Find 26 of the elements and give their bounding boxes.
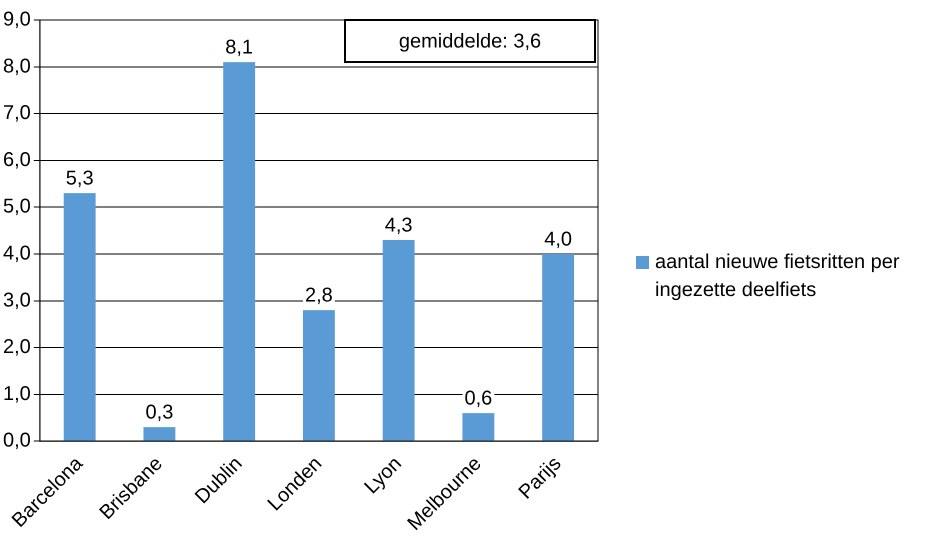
bar	[542, 254, 574, 441]
data-label: 0,6	[464, 388, 492, 410]
y-tick-label: 8,0	[2, 55, 31, 78]
y-tick-label: 4,0	[2, 242, 31, 265]
bar	[462, 413, 494, 441]
y-tick-label: 6,0	[2, 148, 31, 171]
y-tick-label: 3,0	[2, 289, 31, 312]
data-label: 8,1	[225, 36, 254, 59]
y-tick-label: 2,0	[2, 336, 31, 358]
data-label: 4,3	[384, 214, 413, 236]
data-label: 2,8	[304, 284, 333, 307]
bar	[143, 427, 176, 441]
data-label: 0,3	[146, 402, 174, 424]
y-tick-label: 5,0	[2, 196, 31, 218]
legend-label: aantal nieuwe fietsritten per ingezette deelfiets	[655, 250, 901, 303]
y-tick-label: 7,0	[2, 102, 31, 124]
bar	[302, 310, 335, 441]
y-tick-label: 0,0	[2, 430, 31, 452]
data-label: 5,3	[66, 168, 94, 190]
bar	[382, 240, 415, 441]
data-label: 4,0	[544, 228, 572, 251]
bar	[64, 193, 96, 441]
y-tick-label: 9,0	[2, 8, 31, 31]
bar	[223, 62, 256, 441]
y-tick-label: 1,0	[2, 382, 31, 405]
annotation: gemiddelde: 3,6	[398, 30, 542, 53]
